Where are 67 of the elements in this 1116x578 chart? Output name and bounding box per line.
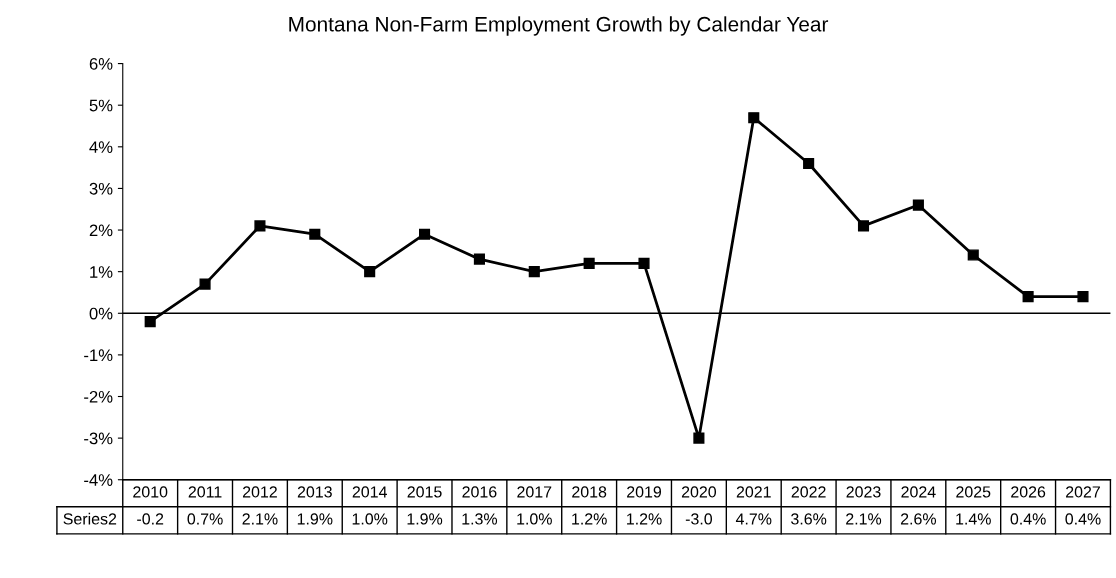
y-tick-label: 6%: [89, 57, 113, 70]
point: [912, 199, 924, 211]
chart-title: Montana Non-Farm Employment Growth by Calendar Year: [289, 16, 829, 36]
point: [418, 228, 431, 240]
point: [528, 266, 540, 278]
data-label: 1.0%: [352, 513, 388, 525]
point: [473, 253, 485, 265]
point: [803, 157, 815, 170]
point: [693, 432, 705, 444]
x-tick-label: 2020: [681, 486, 717, 498]
y-tick-label: 1%: [90, 266, 113, 278]
x-tick-label: 2023: [846, 486, 881, 498]
point: [638, 257, 650, 269]
point: [364, 266, 376, 278]
point: [144, 316, 156, 328]
x-tick-label: 2014: [352, 486, 387, 498]
x-tick-label: 2011: [188, 486, 222, 498]
data-label: 1.9%: [407, 513, 443, 525]
x-tick-label: 2025: [956, 486, 991, 498]
y-tick-label: -3%: [84, 432, 113, 445]
x-tick-label: 2013: [297, 486, 332, 498]
x-tick-label: 2012: [242, 486, 277, 498]
y-tick-label: -2%: [84, 390, 113, 403]
data-label: 2.1%: [242, 513, 278, 525]
data-label: 3.6%: [791, 513, 827, 525]
x-tick-label: 2026: [1011, 486, 1046, 498]
x-tick-label: 2021: [736, 486, 771, 498]
data-label: 1.2%: [627, 513, 662, 525]
data-label: -3.0: [685, 513, 713, 525]
x-tick-label: 2015: [407, 486, 442, 498]
data-label: 2.6%: [900, 513, 937, 525]
data-label: 0.4%: [1065, 513, 1101, 525]
data-label: 1.3%: [462, 513, 498, 525]
data-label: 2.1%: [846, 513, 882, 525]
x-tick-label: 2018: [572, 486, 607, 498]
point: [748, 112, 760, 124]
point: [254, 220, 266, 232]
legend-label: Series2: [63, 512, 117, 525]
point: [583, 257, 595, 269]
data-label: 1.4%: [956, 513, 991, 525]
x-tick-label: 2010: [133, 486, 168, 498]
point: [1022, 291, 1034, 303]
point: [199, 278, 211, 290]
x-tick-label: 2024: [901, 486, 936, 498]
y-tick-label: -1%: [84, 349, 113, 362]
point: [1077, 291, 1089, 303]
y-tick-label: 2%: [89, 224, 113, 237]
y-tick-label: 0%: [89, 307, 113, 320]
y-tick-label: 5%: [89, 99, 113, 112]
x-tick-label: 2027: [1066, 486, 1100, 498]
data-label: 1.0%: [517, 513, 552, 525]
data-label: 0.4%: [1010, 513, 1046, 525]
data-label: -0.2: [137, 513, 164, 525]
x-tick-label: 2016: [462, 486, 497, 498]
point: [967, 249, 979, 261]
data-label: 0.7%: [187, 513, 223, 525]
data-label: 1.2%: [572, 513, 607, 525]
x-tick-label: 2017: [517, 486, 552, 498]
point: [309, 228, 321, 240]
y-tick-label: -4%: [84, 474, 113, 486]
y-tick-label: 4%: [89, 141, 113, 153]
point: [857, 220, 870, 232]
x-tick-label: 2019: [627, 486, 662, 498]
y-tick-label: 3%: [89, 182, 113, 195]
data-label: 1.9%: [297, 513, 333, 525]
x-tick-label: 2022: [791, 486, 826, 498]
data-label: 4.7%: [735, 513, 772, 525]
